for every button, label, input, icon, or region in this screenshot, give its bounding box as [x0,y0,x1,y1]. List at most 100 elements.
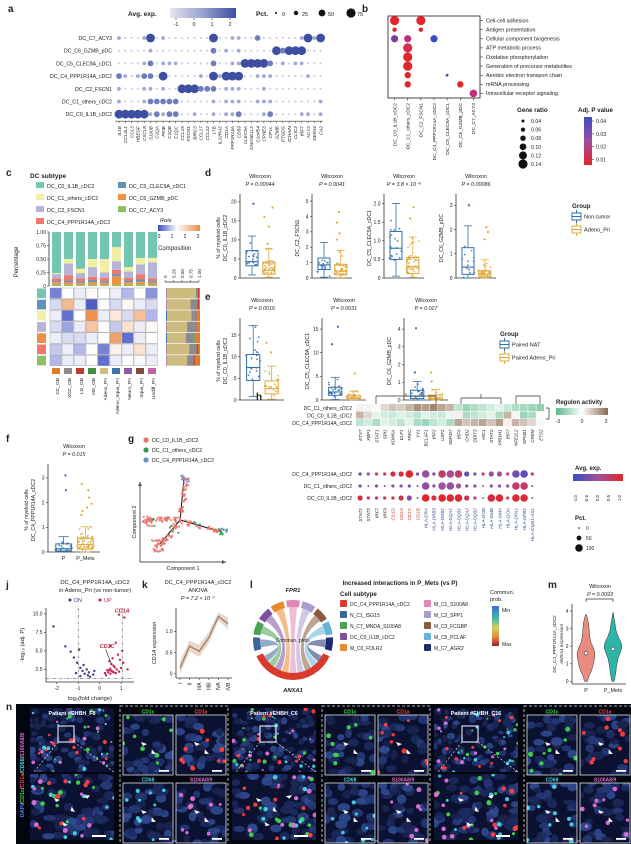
scale-bar [212,838,222,840]
channel-image [527,783,577,843]
jitter-point [327,381,330,384]
expression-dot [319,75,322,78]
gene-label: CPVL [268,126,273,138]
stacked-bar-segment [112,284,121,286]
gene-label: HLA-DQA1 [448,508,453,531]
channel-image [176,715,226,775]
tf-label: PRDM1 [497,429,502,445]
trajectory-cell [182,477,185,481]
volcano-point-dn [74,671,78,675]
expression-dot [366,472,370,476]
jitter-point [76,545,78,547]
outlier-point [267,225,270,228]
stacked-bar-segment [76,268,85,274]
roe-cell [121,343,134,355]
expression-dot [240,59,250,68]
regulon-cell [503,419,512,426]
stacked-bar-segment [124,232,133,268]
expression-dot [142,36,147,40]
trajectory-cell [181,474,184,477]
expression-dot [275,62,278,65]
jitter-point [436,391,438,394]
zoom-merge-image [434,774,518,840]
expression-dot [268,74,273,78]
jitter-point [257,336,260,339]
stacked-bar-segment [136,274,145,280]
jitter-point [272,389,275,391]
channel-image [123,783,173,843]
svg-text:Gene ratio: Gene ratio [517,107,548,114]
overview-image [434,708,518,772]
jitter-point [429,397,432,400]
expression-dot [243,100,247,103]
expression-dot [446,482,455,490]
svg-text:Commun.: Commun. [490,590,515,596]
svg-text:Ro/e: Ro/e [160,218,172,224]
expression-dot [250,36,253,40]
composition-segment [197,310,200,321]
expression-dot [230,86,235,91]
chord-arc-target [300,601,316,613]
expression-dot [446,494,455,502]
median-dot [583,651,589,656]
stacked-bar-segment [88,280,97,283]
trajectory-cell [146,515,149,518]
expression-dot [319,62,322,65]
tf-label: KDM5A [391,430,396,446]
stacked-bar-segment [136,264,145,275]
trajectory-cell [192,521,195,524]
jitter-point [338,264,341,267]
jitter-point [270,260,273,262]
expression-dot [250,100,253,103]
jitter-point [273,383,276,386]
expression-dot [319,49,322,52]
gene-label: CCL17 [199,126,204,141]
gene-label: HLA-DRB5 [432,508,437,531]
scale-bar [616,770,626,772]
expression-dot [383,472,387,476]
pathway-label: mRNA processing [486,82,529,88]
stacked-bar-segment [112,276,121,285]
jitter-point [254,349,257,351]
channel-label: CD68 [142,778,155,784]
panel-label: m [548,580,557,591]
svg-text:2: 2 [398,362,401,368]
channel-label: S100A8/9 [392,778,414,784]
jitter-point [87,544,90,547]
row-label: DC_C2_FSCN1 [75,87,112,93]
composition-segment [194,332,195,344]
stacked-bar-segment [112,232,121,248]
row-label: DC_C7_ACY3 [79,36,113,42]
svg-text:0.02: 0.02 [596,145,606,151]
panel-l: l Increased interactions in P_Mets (vs P)… [250,580,515,694]
arrowhead [204,817,209,822]
jitter-point [81,532,84,535]
expression-dot [225,62,228,65]
regulon-cell [364,404,372,411]
expression-dot [130,36,133,40]
expression-dot [168,49,171,52]
jitter-point [470,249,473,252]
jitter-point [410,241,413,244]
trajectory-cell [178,520,182,523]
expression-dot [174,87,177,90]
jitter-point [62,547,65,550]
expression-dot [275,36,278,40]
jitter-point [83,536,85,539]
expression-dot [235,111,242,118]
outlier-point [271,206,274,209]
regulon-cell [487,404,495,411]
expression-dot [255,74,260,78]
scale-bar [361,770,371,772]
legend-item: DC_C6_GZMB_pDC [129,196,178,202]
enrichment-dot [404,72,411,79]
expression-dot [473,496,477,500]
jitter-point [431,389,434,391]
roe-colorbar [158,225,200,231]
expression-dot [206,100,209,103]
svg-text:-1.0: -1.0 [573,494,578,502]
jitter-point [411,237,414,240]
jitter-point [413,260,415,263]
